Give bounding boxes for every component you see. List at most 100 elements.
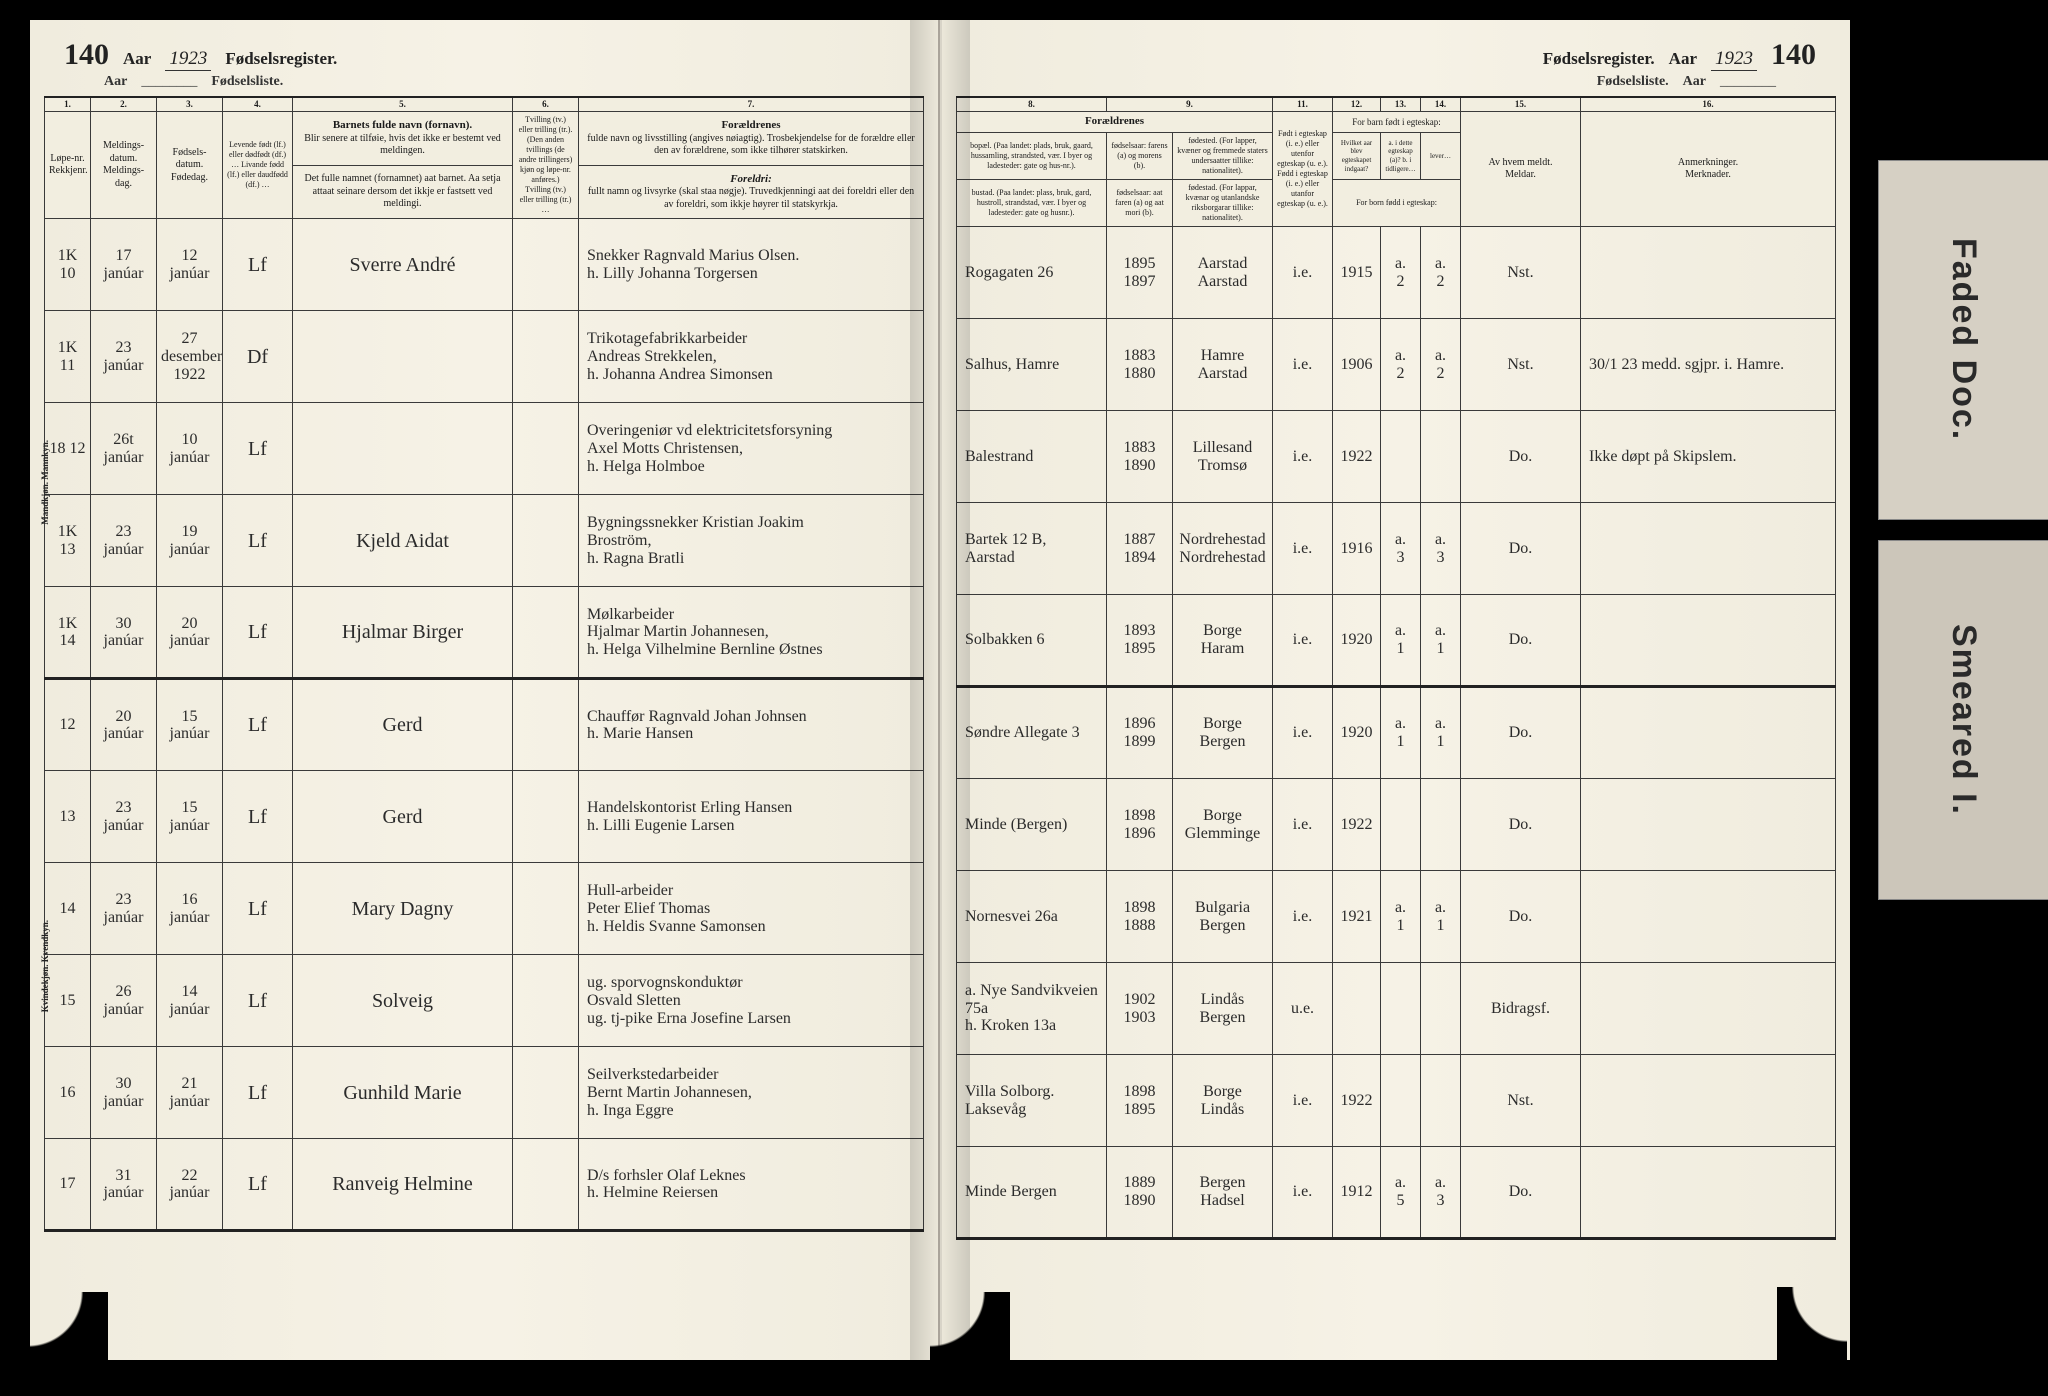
cell-fsted: BorgeBergen	[1173, 687, 1273, 779]
left-page-header: 140 Aar 1923 Fødselsregister.	[64, 38, 904, 72]
cell-meld: 23janúar	[91, 495, 157, 587]
cell-nr: 1K 14	[45, 587, 91, 679]
cell-fsted: BergenHadsel	[1173, 1147, 1273, 1239]
cell-b13: a.2	[1381, 227, 1421, 319]
sub-aar: Aar	[104, 74, 127, 90]
cell-anm	[1581, 687, 1836, 779]
cell-b14: a.1	[1421, 687, 1461, 779]
cell-anm	[1581, 1147, 1836, 1239]
cell-fod: 21janúar	[157, 1047, 223, 1139]
col-fsted: fødested. (For lapper, kvæner og fremmed…	[1173, 133, 1273, 180]
cell-anm	[1581, 227, 1836, 319]
cell-egte: 1906	[1333, 319, 1381, 411]
cell-navn: Gunhild Marie	[293, 1047, 513, 1139]
cell-fsted: NordrehestadNordrehestad	[1173, 503, 1273, 595]
col-anm: Anmerkninger. Merknader.	[1581, 112, 1836, 227]
cell-b13: a.2	[1381, 319, 1421, 411]
tab-faded-doc[interactable]: Faded Doc.	[1878, 160, 2048, 520]
hdr-title-right: Fødselsregister.	[1543, 49, 1655, 69]
table-row: Bartek 12 B,Aarstad18871894NordrehestadN…	[957, 503, 1836, 595]
cell-foreldre: SeilverkstedarbeiderBernt Martin Johanne…	[579, 1047, 924, 1139]
cell-navn: Gerd	[293, 679, 513, 771]
cell-egte: 1922	[1333, 1055, 1381, 1147]
cell-b13: a.3	[1381, 503, 1421, 595]
register-table-right: 8. 9. 11. 12. 13. 14. 15. 16. Forældrene…	[956, 96, 1836, 1240]
cell-anm	[1581, 503, 1836, 595]
cell-bopael: Salhus, Hamre	[957, 319, 1107, 411]
cell-anm	[1581, 595, 1836, 687]
cell-lf: Lf	[223, 403, 293, 495]
cell-aar: 18981896	[1107, 779, 1173, 871]
cell-b13	[1381, 1055, 1421, 1147]
cell-fsted: BulgariaBergen	[1173, 871, 1273, 963]
col-aar-b: fødselsaar: aat faren (a) og aat mori (b…	[1107, 180, 1173, 227]
cell-b13: a.1	[1381, 687, 1421, 779]
cell-nr: 16	[45, 1047, 91, 1139]
cell-meld: 17janúar	[91, 219, 157, 311]
table-row: a. Nye Sandvikveien 75ah. Kroken 13a1902…	[957, 963, 1836, 1055]
hdr-aar-label-r: Aar	[1669, 49, 1697, 69]
table-row: Nornesvei 26a18981888BulgariaBergeni.e.1…	[957, 871, 1836, 963]
cell-ie: i.e.	[1273, 1055, 1333, 1147]
side-label-female: Kvindekjøn. Kvendkyn.	[40, 920, 60, 1012]
cell-meldt: Do.	[1461, 687, 1581, 779]
cell-ie: i.e.	[1273, 503, 1333, 595]
col-bustad: bustad. (Paa landet: plass, bruk, gard, …	[957, 180, 1107, 227]
col-ie: Født i egteskap (i. e.) eller utenfor eg…	[1273, 112, 1333, 227]
cell-meld: 26tjanúar	[91, 403, 157, 495]
col-foraeldrenes: Forældrenes	[957, 112, 1273, 133]
cell-meld: 23janúar	[91, 311, 157, 403]
cell-foreldre: D/s forhsler Olaf Leknesh. Helmine Reier…	[579, 1139, 924, 1231]
cell-meld: 30janúar	[91, 1047, 157, 1139]
cell-nr: 1K 11	[45, 311, 91, 403]
right-tbody: Rogagaten 2618951897AarstadAarstadi.e.19…	[957, 227, 1836, 1239]
table-row: 1K 1430janúar20janúarLfHjalmar BirgerMøl…	[45, 587, 924, 679]
cell-egte: 1912	[1333, 1147, 1381, 1239]
col-egteskap-top: For barn født i egteskap:	[1333, 112, 1461, 133]
cell-b14: a.1	[1421, 871, 1461, 963]
cell-lf: Lf	[223, 679, 293, 771]
sub-aar-r: Aar	[1683, 74, 1706, 90]
cell-bopael: Bartek 12 B,Aarstad	[957, 503, 1107, 595]
right-page-header: Fødselsregister. Aar 1923 140	[976, 38, 1816, 72]
table-row: 1323janúar15janúarLfGerdHandelskontorist…	[45, 771, 924, 863]
col-egte-a: Hvilket aar blev egteskapet indgaat?	[1333, 133, 1381, 180]
tab-smeared[interactable]: Smeared I.	[1878, 540, 2048, 900]
cell-bopael: Solbakken 6	[957, 595, 1107, 687]
cell-meld: 30janúar	[91, 587, 157, 679]
cell-fsted: HamreAarstad	[1173, 319, 1273, 411]
col-tvilling: Tvilling (tv.) eller trilling (tr.). (De…	[513, 112, 579, 219]
cell-b14	[1421, 779, 1461, 871]
cell-aar: 18981888	[1107, 871, 1173, 963]
right-page: Fødselsregister. Aar 1923 140 Fødselslis…	[940, 20, 1850, 1360]
cell-navn: Mary Dagny	[293, 863, 513, 955]
cell-fsted: AarstadAarstad	[1173, 227, 1273, 319]
cell-lf: Lf	[223, 495, 293, 587]
table-row: 1K 1323janúar19janúarLfKjeld AidatBygnin…	[45, 495, 924, 587]
cell-foreldre: ug. sporvognskonduktørOsvald Slettenug. …	[579, 955, 924, 1047]
cell-fsted: BorgeGlemminge	[1173, 779, 1273, 871]
cell-meld: 20janúar	[91, 679, 157, 771]
cell-egte: 1920	[1333, 595, 1381, 687]
cell-ie: i.e.	[1273, 319, 1333, 411]
cell-navn: Sverre André	[293, 219, 513, 311]
cell-b14: a.3	[1421, 1147, 1461, 1239]
cell-fod: 20janúar	[157, 587, 223, 679]
page-number-right: 140	[1771, 38, 1816, 72]
cell-fod: 16janúar	[157, 863, 223, 955]
cell-tv	[513, 219, 579, 311]
cell-ie: i.e.	[1273, 779, 1333, 871]
cell-meldt: Nst.	[1461, 227, 1581, 319]
register-table-left: 1. 2. 3. 4. 5. 6. 7. Løpe-nr. Rekkjenr. …	[44, 96, 924, 1232]
cell-tv	[513, 587, 579, 679]
book-spread: 140 Aar 1923 Fødselsregister. Aar ______…	[30, 20, 1850, 1360]
cell-b14: a.2	[1421, 227, 1461, 319]
col-foreldre-b: Foreldri: fullt namn og livsyrke (skal s…	[579, 165, 924, 219]
cell-aar: 18831880	[1107, 319, 1173, 411]
cell-ie: i.e.	[1273, 595, 1333, 687]
cell-meld: 26janúar	[91, 955, 157, 1047]
cell-ie: i.e.	[1273, 687, 1333, 779]
cell-aar: 18871894	[1107, 503, 1173, 595]
cell-egte: 1920	[1333, 687, 1381, 779]
left-page: 140 Aar 1923 Fødselsregister. Aar ______…	[30, 20, 940, 1360]
